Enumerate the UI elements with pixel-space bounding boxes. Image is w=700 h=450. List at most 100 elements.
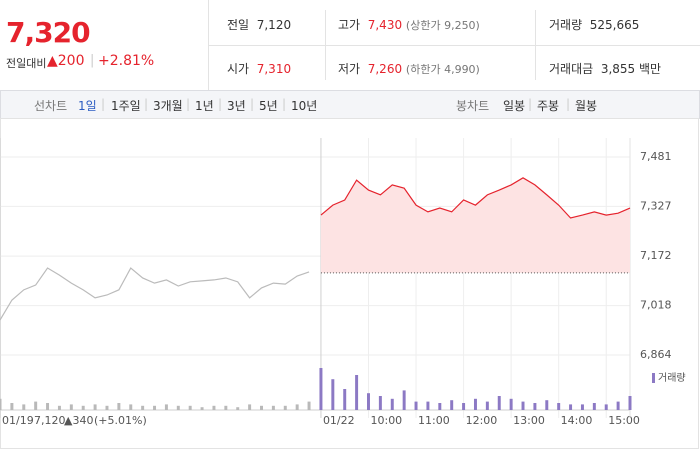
volume-bar [545, 400, 549, 410]
volume-bar [307, 401, 311, 410]
note: (하한가 4,990) [405, 63, 480, 76]
tab[interactable]: 1년 [195, 99, 214, 113]
volume-bar [367, 393, 370, 410]
volume-bar [283, 405, 287, 410]
tab-separator: | [218, 97, 223, 111]
label: 저가 [338, 62, 361, 76]
info-cell: 거래량 525,665 [549, 16, 639, 33]
volume-bar [509, 398, 513, 410]
volume-bar [462, 403, 466, 410]
info-cell: 저가 7,260 (하한가 4,990) [338, 60, 480, 77]
volume-bar [604, 404, 608, 410]
plot-border [0, 118, 699, 449]
volume-bar [592, 403, 596, 410]
volume-bar [438, 403, 442, 410]
volume-bar [212, 405, 216, 410]
value: 525,665 [589, 18, 640, 32]
tab-separator: | [101, 97, 106, 111]
change-pct: +2.81% [98, 53, 155, 69]
volume-bar [343, 389, 347, 410]
divider [325, 10, 326, 80]
volume-bar [426, 401, 430, 410]
volume-bar [10, 403, 14, 410]
volume-bar [0, 398, 2, 410]
annotation-pct: (+5.01%) [94, 414, 147, 427]
volume-bar [34, 401, 38, 410]
change: ▲200 [47, 53, 85, 69]
value: 3,855 [600, 62, 636, 76]
label: 시가 [227, 62, 250, 76]
x-tick-label: 12:00 [466, 414, 498, 427]
volume-bar [485, 401, 489, 410]
legend-label: 거래량 [658, 372, 686, 384]
tab-separator: | [528, 97, 533, 111]
tab-separator: | [144, 97, 149, 111]
volume-bar [628, 396, 632, 410]
volume-bar [69, 404, 73, 410]
volume-bar [224, 405, 228, 410]
info-cell: 시가 7,310 [227, 60, 291, 77]
area [320, 177, 630, 273]
tab-separator: | [186, 97, 191, 111]
tab[interactable]: 1주일 [111, 99, 141, 113]
annotation-change: ▲340 [64, 414, 93, 427]
volume-bar [236, 407, 240, 410]
label: 거래대금 [549, 62, 594, 76]
y-tick-label: 7,481 [640, 150, 672, 163]
note: 백만 [639, 62, 662, 76]
volume-bar [355, 375, 359, 410]
tab[interactable]: 월봉 [575, 99, 598, 113]
volume-bar [569, 404, 573, 410]
y-tick-label: 7,018 [640, 299, 672, 312]
price-line [0, 267, 310, 321]
volume-bar [521, 401, 525, 410]
value: 7,120 [256, 18, 292, 32]
info-cell: 전일 7,120 [227, 16, 291, 33]
volume-bar [176, 405, 180, 410]
volume-bar [117, 403, 121, 410]
y-tick-label: 7,172 [640, 249, 672, 262]
volume-bar [81, 405, 85, 410]
tab-separator: | [566, 97, 571, 111]
volume-bar [580, 404, 584, 410]
x-tick-label: 01/22 [323, 414, 355, 427]
volume-bar [188, 405, 192, 410]
volume-bar [616, 401, 620, 410]
tab-group-label: 선차트 [34, 99, 68, 113]
tab[interactable]: 10년 [291, 99, 318, 113]
volume-bar [141, 405, 145, 410]
note: (상한가 9,250) [405, 19, 480, 32]
tab-separator: | [250, 97, 255, 111]
annotation-price: 7,120 [34, 414, 66, 427]
volume-bar [105, 405, 109, 410]
chart: 7,481 7,327 7,172 7,018 6,864 01/19 01/22 10:00… [0, 118, 699, 449]
volume-bar [46, 403, 50, 410]
tab[interactable]: 주봉 [537, 99, 560, 113]
x-tick-label: 14:00 [561, 414, 593, 427]
value: 7,260 [367, 62, 403, 76]
volume-bar [129, 404, 133, 410]
divider [208, 45, 700, 46]
tab[interactable]: 3개월 [153, 99, 183, 113]
tab[interactable]: 일봉 [503, 99, 526, 113]
info-cell: 고가 7,430 (상한가 9,250) [338, 16, 480, 33]
volume-bar [260, 405, 263, 410]
tab[interactable]: 1일 [78, 99, 97, 113]
volume-bar [390, 398, 394, 410]
tab-bar: 선차트 봉차트 1일 1주일 3개월 1년 3년 5년 10년 | | | | | | 일봉 주봉 월봉 | | [0, 90, 700, 119]
y-tick-label: 7,327 [640, 199, 672, 212]
volume-bar [248, 404, 252, 410]
volume-bar [164, 404, 168, 410]
info-cell: 거래대금 3,855 백만 [549, 60, 661, 77]
volume-bar [271, 405, 275, 410]
label: 거래량 [549, 18, 583, 32]
tab[interactable]: 3년 [227, 99, 246, 113]
x-tick-label: 15:00 [608, 414, 640, 427]
volume-bar [414, 401, 418, 410]
tab[interactable]: 5년 [259, 99, 278, 113]
divider: | [90, 53, 95, 68]
volume-bar [22, 404, 26, 410]
volume-bar [331, 379, 335, 410]
volume-bar [295, 404, 299, 410]
